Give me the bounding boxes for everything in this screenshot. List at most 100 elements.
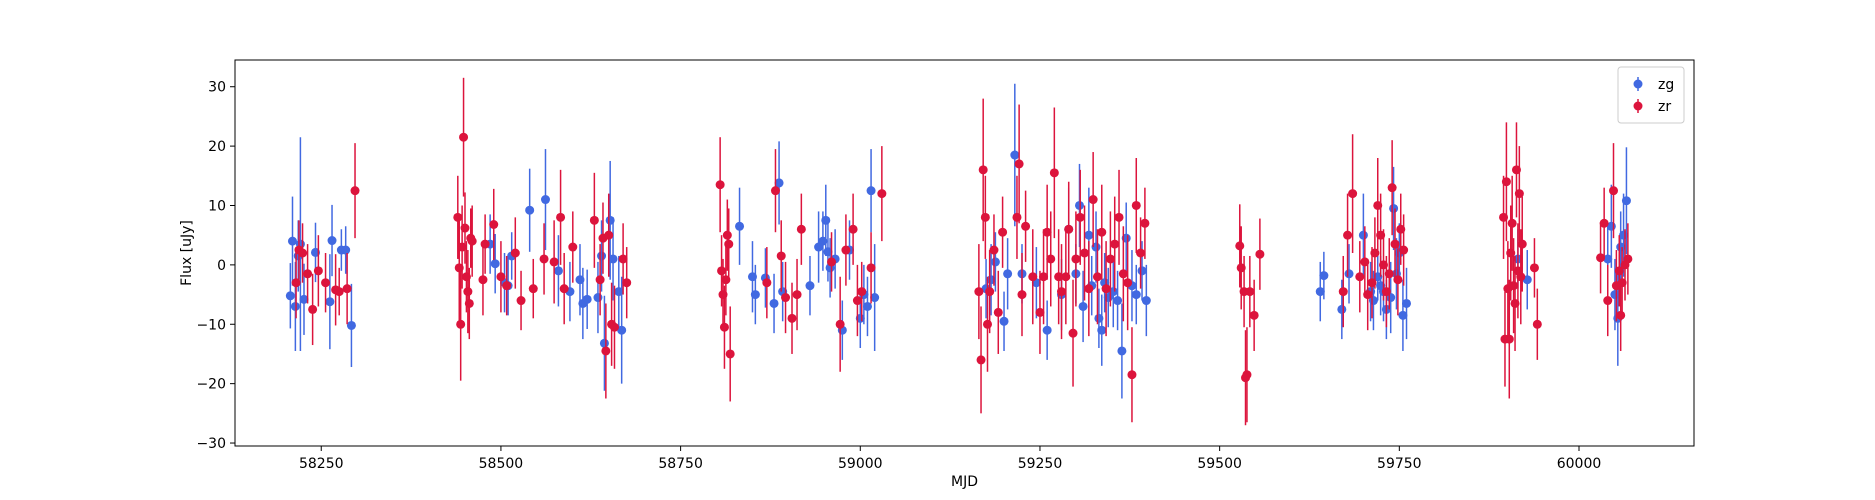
data-point (1140, 218, 1150, 228)
data-point (342, 284, 352, 294)
legend-label: zr (1658, 99, 1671, 115)
data-point (1241, 373, 1251, 383)
data-point (1398, 310, 1408, 320)
x-axis-label: MJD (951, 474, 978, 490)
data-point (490, 259, 500, 269)
data-point (989, 245, 999, 255)
data-point (1141, 296, 1151, 306)
data-point (525, 205, 535, 215)
data-point (582, 294, 592, 304)
data-point (327, 236, 337, 246)
data-point (1623, 254, 1633, 264)
data-point (857, 287, 867, 297)
data-point (1014, 159, 1024, 169)
data-point (724, 239, 734, 249)
data-point (769, 298, 779, 308)
data-point (805, 281, 815, 291)
data-point (1603, 254, 1613, 264)
data-point (1348, 189, 1358, 199)
x-tick-label: 59750 (1377, 456, 1422, 472)
data-point (1337, 304, 1347, 314)
data-point (1042, 325, 1052, 335)
data-point (1078, 301, 1088, 311)
data-point (1010, 150, 1020, 160)
x-axis: 58250 58500 58750 59000 59250 59500 59750 60000 (299, 446, 1601, 472)
data-point (1609, 186, 1619, 196)
data-point (346, 320, 356, 330)
data-point (1343, 230, 1353, 240)
data-point (604, 230, 614, 240)
data-point (1368, 296, 1378, 306)
data-point (1097, 325, 1107, 335)
data-point (597, 251, 607, 261)
y-tick-label: 20 (208, 139, 226, 155)
x-tick-label: 59250 (1018, 456, 1063, 472)
data-point (601, 346, 611, 356)
data-point (1599, 218, 1609, 228)
y-tick-label: 0 (217, 258, 226, 274)
data-point (556, 212, 566, 222)
data-point (608, 254, 618, 264)
data-point (464, 298, 474, 308)
legend-box (1617, 66, 1685, 124)
data-point (1080, 248, 1090, 258)
data-point (453, 212, 463, 222)
data-point (1402, 298, 1412, 308)
data-point (1504, 334, 1514, 344)
data-point (774, 178, 784, 188)
data-point (516, 296, 526, 306)
data-point (999, 316, 1009, 326)
x-tick-label: 59000 (838, 456, 883, 472)
data-point (1235, 241, 1245, 251)
data-point (982, 319, 992, 329)
data-point (866, 186, 876, 196)
data-point (974, 287, 984, 297)
data-point (617, 325, 627, 335)
data-point (1249, 310, 1259, 320)
data-point (618, 254, 628, 264)
data-point (298, 248, 308, 258)
data-point (750, 290, 760, 300)
data-point (460, 223, 470, 233)
data-point (1003, 269, 1013, 279)
data-point (1501, 177, 1511, 187)
data-point (1131, 290, 1141, 300)
data-point (1028, 272, 1038, 282)
data-point (334, 287, 344, 297)
data-point (848, 224, 858, 234)
data-point (852, 296, 862, 306)
data-point (1384, 269, 1394, 279)
data-point (1110, 239, 1120, 249)
data-point (489, 219, 499, 229)
data-point (321, 278, 331, 288)
data-point (463, 287, 473, 297)
data-point (1088, 195, 1098, 205)
data-point (1068, 328, 1078, 338)
plot-frame (234, 59, 1695, 447)
x-tick-label: 59500 (1197, 456, 1242, 472)
data-point (539, 254, 549, 264)
data-point (1514, 189, 1524, 199)
data-point (1529, 263, 1539, 273)
data-point (1621, 196, 1631, 206)
data-point (341, 245, 351, 255)
data-point (1363, 290, 1373, 300)
data-point (862, 301, 872, 311)
data-point (1245, 287, 1255, 297)
data-point (1071, 254, 1081, 264)
data-point (1075, 212, 1085, 222)
data-point (725, 349, 735, 359)
data-point (559, 284, 569, 294)
y-tick-label: −30 (196, 436, 226, 452)
data-point (480, 239, 490, 249)
data-point (717, 266, 727, 276)
data-point (870, 293, 880, 303)
data-point (540, 195, 550, 205)
data-point (985, 287, 995, 297)
data-point (1596, 253, 1606, 263)
data-point (313, 266, 323, 276)
data-point (719, 322, 729, 332)
data-point (821, 215, 831, 225)
data-point (776, 251, 786, 261)
data-point (1516, 272, 1526, 282)
